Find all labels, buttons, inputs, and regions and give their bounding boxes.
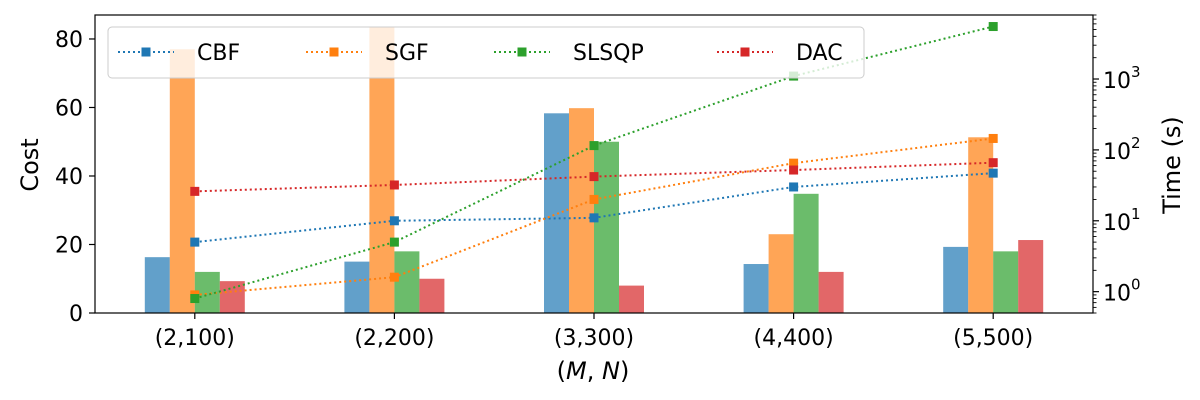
legend: CBF SGF SLSQP DAC [107, 26, 865, 79]
point-slsqp-4 [988, 22, 998, 32]
axes-layer: 0 20 40 60 80 (2,100) (2,200) (3,300) (4,400) (5,… [55, 14, 1141, 351]
legend-label-slsqp: SLSQP [573, 41, 644, 66]
legend-marker-cbf [141, 47, 151, 57]
point-cbf-2 [589, 213, 599, 223]
bar-dac-4 [1018, 240, 1044, 313]
legend-marker-sgf [329, 47, 339, 57]
legend-marker-slsqp [517, 47, 527, 57]
point-slsqp-2 [589, 141, 599, 151]
y-tick-label-0: 0 [69, 302, 83, 327]
x-tick-label-4: (5,500) [953, 326, 1033, 351]
y2-tick-label-3: 103 [1103, 63, 1141, 94]
x-tick-label-1: (2,200) [354, 326, 434, 351]
y-tick-label-3: 60 [55, 96, 83, 121]
y2-axis-label: Time (s) [1158, 116, 1186, 215]
legend-marker-dac [740, 47, 750, 57]
point-dac-1 [389, 180, 399, 190]
bar-cbf-1 [344, 261, 370, 313]
x-tick-label-2: (3,300) [554, 326, 634, 351]
y2-tick-label-2: 102 [1103, 134, 1141, 165]
point-dac-2 [589, 172, 599, 182]
legend-label-sgf: SGF [385, 41, 429, 66]
point-cbf-3 [789, 182, 799, 192]
x-tick-label-3: (4,400) [754, 326, 834, 351]
x-axis-label: (M, N) [557, 357, 630, 385]
bar-slsqp-4 [993, 251, 1019, 313]
bar-sgf-2 [569, 108, 594, 313]
bar-cbf-0 [144, 257, 170, 313]
bar-dac-0 [219, 281, 245, 313]
point-sgf-4 [988, 133, 998, 143]
bars-layer [144, 26, 1044, 314]
bar-slsqp-2 [594, 141, 619, 313]
bar-cbf-3 [743, 264, 769, 313]
y-axis-label: Cost [16, 138, 44, 191]
bar-sgf-0 [169, 49, 195, 314]
bar-slsqp-3 [793, 193, 819, 313]
legend-frame [107, 26, 865, 79]
x-tick-label-0: (2,100) [155, 326, 235, 351]
y2-tick-label-0: 100 [1103, 276, 1141, 307]
point-sgf-3 [789, 158, 799, 168]
bar-cbf-2 [544, 113, 569, 313]
point-dac-0 [190, 186, 200, 196]
legend-label-dac: DAC [796, 41, 843, 66]
bar-dac-1 [419, 278, 445, 313]
y2-tick-label-1: 101 [1103, 205, 1141, 236]
bar-cbf-4 [943, 246, 969, 313]
point-slsqp-0 [190, 294, 200, 304]
point-dac-4 [988, 158, 998, 168]
line-dac [194, 161, 994, 193]
y-tick-label-2: 40 [55, 165, 83, 190]
point-cbf-0 [190, 237, 200, 247]
legend-label-cbf: CBF [197, 41, 240, 66]
y-tick-label-1: 20 [55, 233, 83, 258]
point-sgf-1 [389, 272, 399, 282]
point-sgf-2 [589, 194, 599, 204]
point-cbf-4 [988, 168, 998, 178]
bar-dac-2 [619, 285, 644, 313]
point-slsqp-1 [389, 237, 399, 247]
bar-slsqp-1 [394, 251, 420, 313]
bar-sgf-3 [768, 234, 794, 313]
point-dac-3 [789, 165, 799, 175]
y-tick-label-4: 80 [55, 28, 83, 53]
point-cbf-1 [389, 216, 399, 226]
bar-dac-3 [818, 271, 844, 313]
